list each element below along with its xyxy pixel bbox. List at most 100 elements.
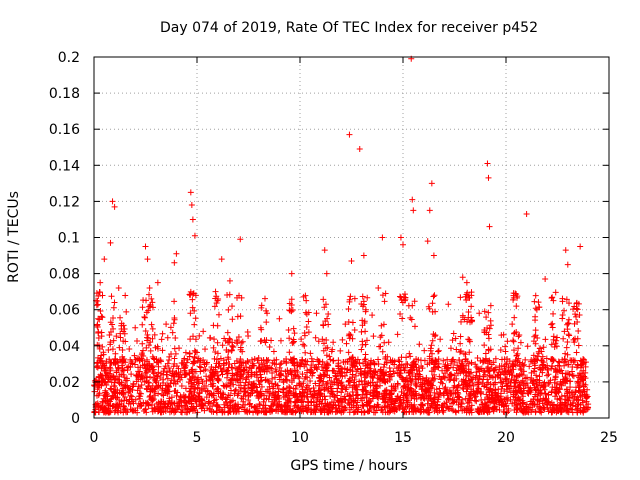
data-point-marker bbox=[202, 366, 209, 373]
data-point-marker bbox=[148, 397, 155, 404]
data-point-marker bbox=[394, 331, 401, 338]
data-point-marker bbox=[165, 383, 172, 390]
data-point-marker bbox=[498, 356, 505, 363]
data-point-marker bbox=[311, 390, 318, 397]
data-point-marker bbox=[511, 314, 518, 321]
data-point-marker bbox=[564, 326, 571, 333]
data-point-marker bbox=[164, 369, 171, 376]
data-point-marker bbox=[302, 357, 309, 364]
data-point-marker bbox=[262, 360, 269, 367]
data-point-marker bbox=[425, 303, 432, 310]
data-point-marker bbox=[93, 290, 100, 297]
data-point-marker bbox=[338, 409, 345, 416]
data-point-marker bbox=[223, 359, 230, 366]
data-point-marker bbox=[107, 239, 114, 246]
data-point-marker bbox=[419, 383, 426, 390]
data-point-marker bbox=[107, 339, 114, 346]
data-point-marker bbox=[472, 361, 479, 368]
data-point-marker bbox=[169, 329, 176, 336]
data-point-marker bbox=[178, 360, 185, 367]
data-point-marker bbox=[189, 296, 196, 303]
data-point-marker bbox=[190, 395, 197, 402]
data-point-marker bbox=[147, 301, 154, 308]
data-point-marker bbox=[413, 382, 420, 389]
data-point-marker bbox=[401, 367, 408, 374]
data-point-marker bbox=[370, 404, 377, 411]
data-point-marker bbox=[252, 408, 259, 415]
data-point-marker bbox=[298, 336, 305, 343]
data-point-marker bbox=[330, 399, 337, 406]
data-point-marker bbox=[455, 370, 462, 377]
x-tick-label: 25 bbox=[600, 430, 618, 446]
data-point-marker bbox=[190, 404, 197, 411]
data-point-marker bbox=[391, 408, 398, 415]
data-point-marker bbox=[444, 356, 451, 363]
data-point-marker bbox=[97, 279, 104, 286]
data-point-marker bbox=[458, 401, 465, 408]
data-point-marker bbox=[107, 396, 114, 403]
data-point-marker bbox=[319, 336, 326, 343]
data-point-marker bbox=[150, 355, 157, 362]
data-point-marker bbox=[257, 371, 264, 378]
data-point-marker bbox=[155, 363, 162, 370]
data-point-marker bbox=[182, 364, 189, 371]
x-axis-tick-labels: 0 5 10 15 20 25 bbox=[90, 430, 618, 446]
data-point-marker bbox=[572, 311, 579, 318]
data-point-marker bbox=[378, 322, 385, 329]
x-tick-label: 20 bbox=[497, 430, 515, 446]
data-point-marker bbox=[355, 406, 361, 413]
data-point-marker bbox=[215, 311, 222, 318]
data-point-marker bbox=[182, 402, 189, 409]
data-point-marker bbox=[351, 326, 358, 333]
data-point-marker bbox=[512, 403, 519, 410]
data-point-marker bbox=[387, 357, 394, 364]
data-point-marker bbox=[515, 397, 522, 404]
data-point-marker bbox=[168, 351, 175, 358]
data-point-marker bbox=[536, 345, 543, 352]
data-point-marker bbox=[432, 404, 439, 411]
data-point-marker bbox=[250, 362, 257, 369]
data-point-marker bbox=[559, 298, 566, 305]
data-point-marker bbox=[258, 302, 265, 309]
data-point-marker bbox=[363, 337, 370, 344]
data-point-marker bbox=[229, 303, 236, 310]
data-point-marker bbox=[428, 180, 435, 187]
data-point-marker bbox=[545, 408, 552, 415]
data-point-marker bbox=[542, 390, 549, 397]
y-tick-label: 0.04 bbox=[49, 339, 80, 355]
data-point-marker bbox=[190, 333, 197, 340]
data-point-marker bbox=[412, 392, 419, 399]
data-point-marker bbox=[298, 399, 305, 406]
data-point-marker bbox=[141, 314, 148, 321]
data-point-marker bbox=[163, 321, 170, 328]
data-point-marker bbox=[524, 343, 531, 350]
data-point-marker bbox=[303, 369, 310, 376]
data-point-marker bbox=[360, 252, 367, 259]
data-point-marker bbox=[294, 404, 301, 411]
data-point-marker bbox=[340, 359, 347, 366]
data-point-marker bbox=[98, 313, 105, 320]
data-point-marker bbox=[553, 343, 560, 350]
data-point-marker bbox=[237, 236, 244, 243]
data-point-marker bbox=[386, 373, 393, 380]
data-point-marker bbox=[257, 324, 264, 331]
data-point-marker bbox=[479, 359, 486, 366]
data-point-marker bbox=[367, 398, 374, 405]
data-point-marker bbox=[347, 293, 354, 300]
data-point-marker bbox=[138, 373, 145, 380]
data-point-marker bbox=[178, 409, 185, 416]
data-point-marker bbox=[480, 408, 487, 415]
data-point-marker bbox=[246, 379, 253, 386]
data-point-marker bbox=[323, 352, 330, 359]
data-point-marker bbox=[532, 409, 539, 416]
data-point-marker bbox=[518, 379, 525, 386]
data-point-marker bbox=[141, 378, 148, 385]
data-point-marker bbox=[141, 313, 148, 320]
data-point-marker bbox=[95, 384, 102, 391]
data-point-marker bbox=[572, 403, 579, 410]
data-point-marker bbox=[520, 403, 527, 410]
data-point-marker bbox=[139, 321, 146, 328]
data-point-marker bbox=[412, 373, 419, 380]
data-point-marker bbox=[322, 318, 329, 325]
data-point-marker bbox=[93, 363, 100, 370]
